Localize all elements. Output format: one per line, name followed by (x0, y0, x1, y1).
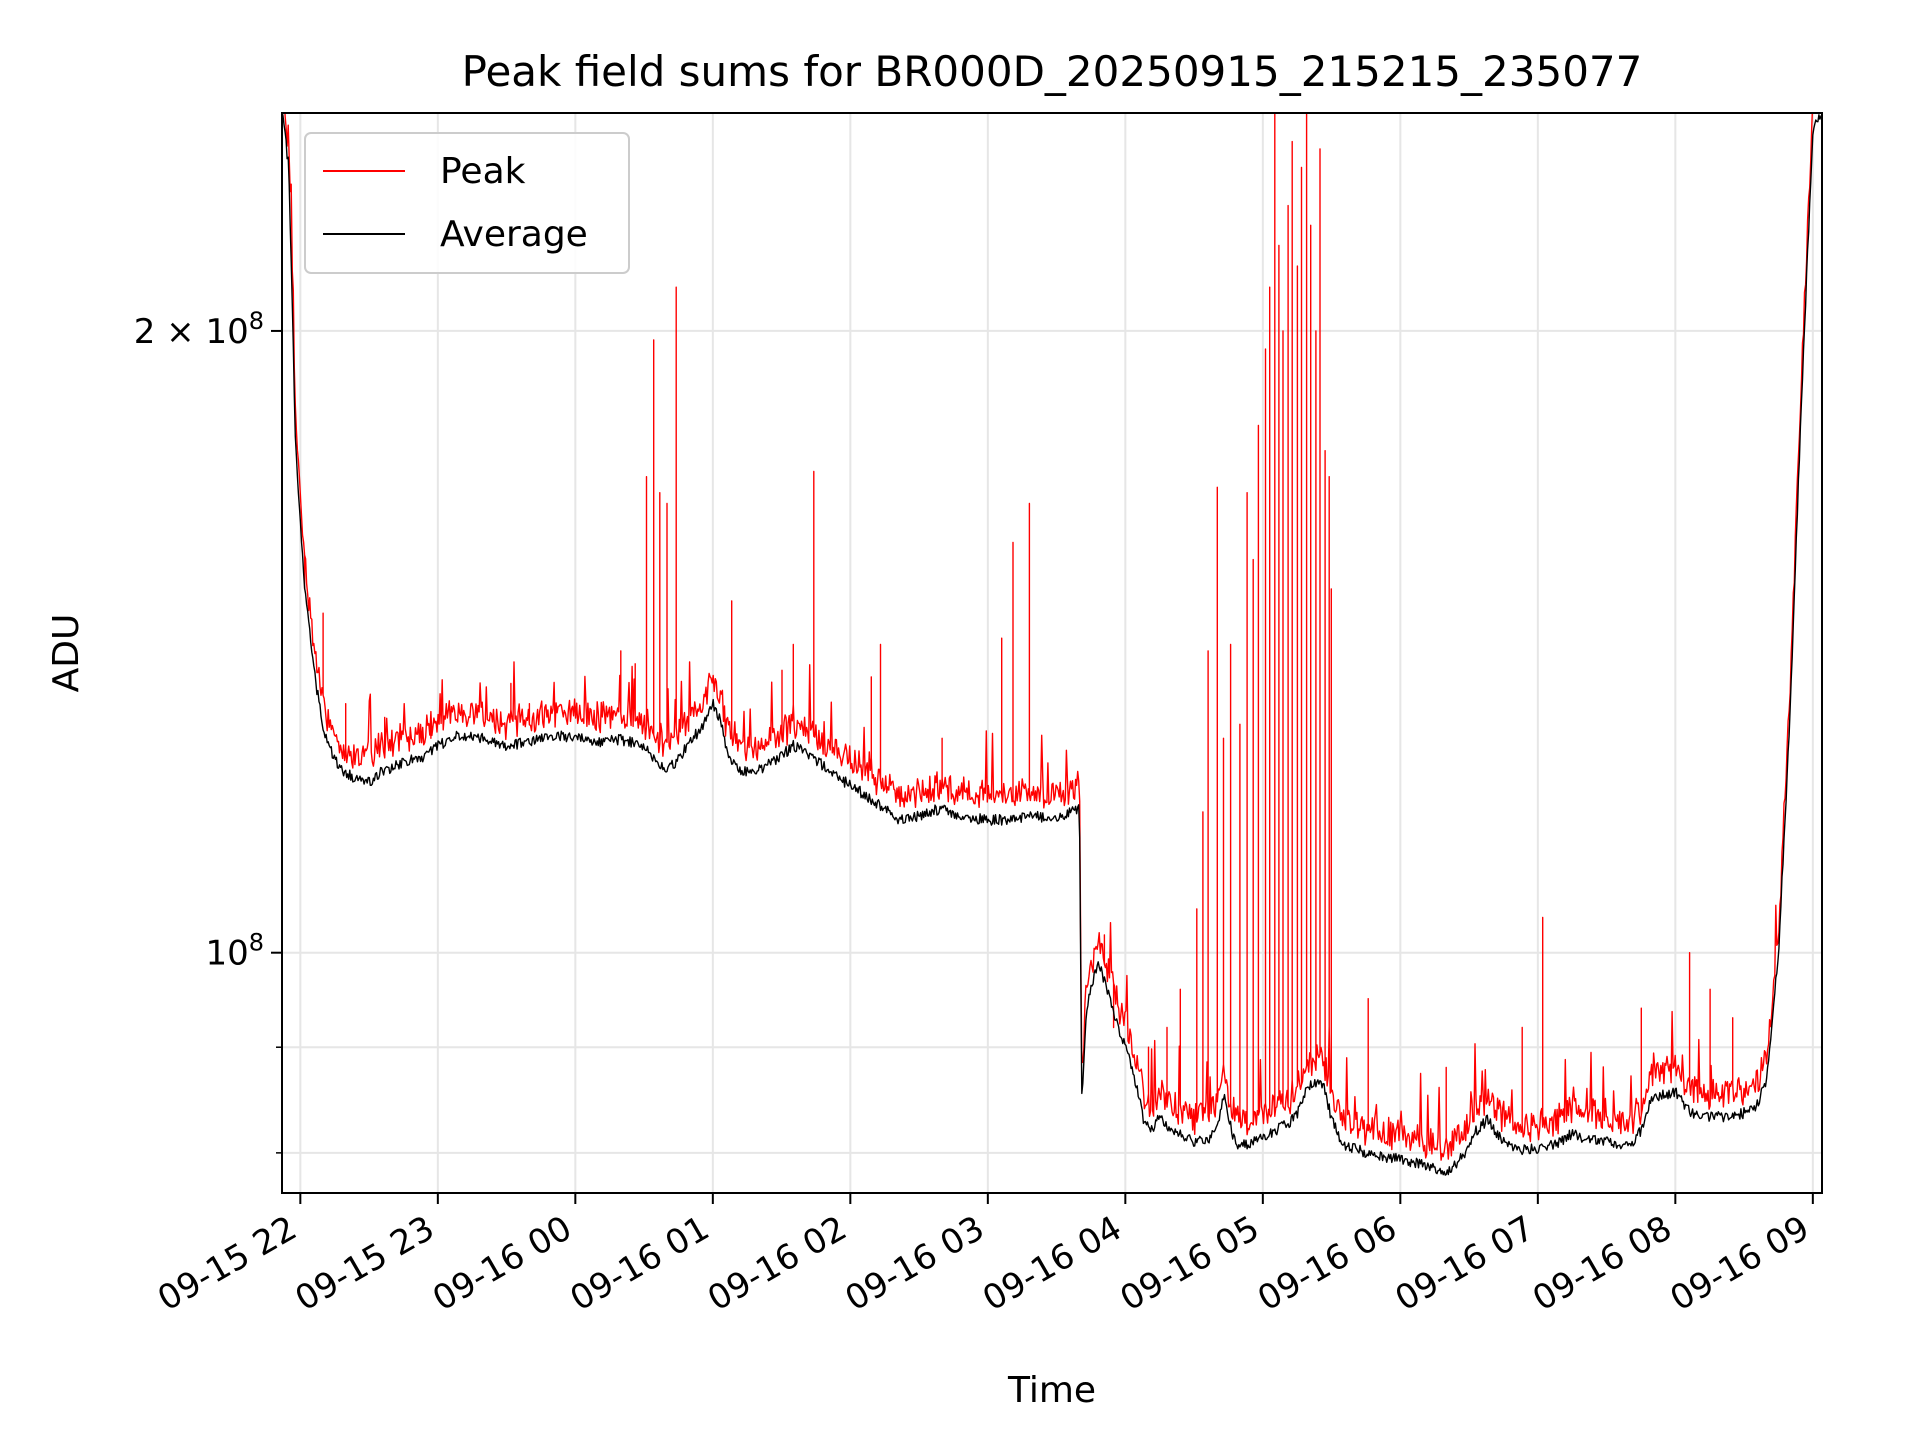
grid (282, 113, 1822, 1193)
y-tick-label: 2 × 108 (134, 307, 264, 352)
x-tick-label: 09-15 22 (151, 1208, 303, 1319)
x-tick-label: 09-16 03 (839, 1208, 991, 1319)
plot-frame (281, 112, 1823, 1194)
x-tick-label: 09-15 23 (289, 1208, 441, 1319)
legend: Peak Average (304, 132, 630, 274)
x-tick-label: 09-16 00 (426, 1208, 578, 1319)
x-tick-label: 09-16 08 (1526, 1208, 1678, 1319)
y-axis: 108 2 × 108 (134, 307, 282, 1154)
legend-average-label: Average (440, 214, 588, 255)
chart-title: Peak field sums for BR000D_20250915_2152… (462, 47, 1643, 96)
x-tick-label: 09-16 07 (1389, 1208, 1541, 1319)
series-peak-line (284, 113, 1813, 1161)
x-tick-label: 09-16 06 (1251, 1208, 1403, 1319)
x-tick-label: 09-16 01 (564, 1208, 716, 1319)
series-layer (282, 113, 1822, 1176)
x-tick-label: 09-16 04 (976, 1208, 1128, 1319)
legend-peak-label: Peak (440, 151, 526, 192)
y-axis-label: ADU (46, 614, 87, 693)
x-axis-label: Time (1007, 1370, 1096, 1411)
x-tick-label: 09-16 09 (1664, 1208, 1816, 1319)
y-tick-label: 108 (205, 929, 264, 974)
series-average-line (282, 113, 1822, 1176)
legend-box (304, 132, 630, 274)
x-tick-label: 09-16 05 (1114, 1208, 1266, 1319)
x-tick-label: 09-16 02 (701, 1208, 853, 1319)
